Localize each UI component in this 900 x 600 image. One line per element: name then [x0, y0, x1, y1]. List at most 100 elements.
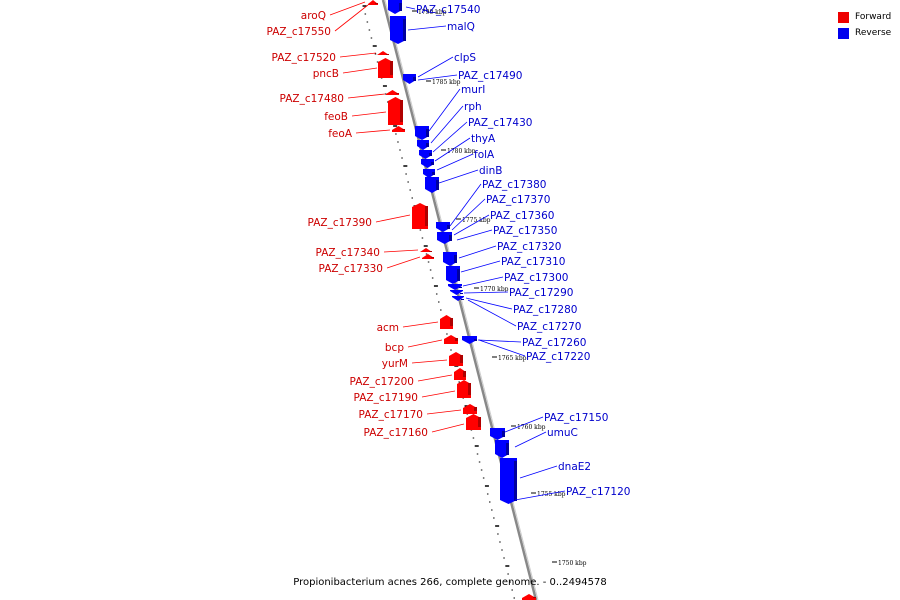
reverse-gene-label: PAZ_c17280: [513, 304, 577, 316]
forward-leader-line: [339, 52, 377, 58]
reverse-leader-line: [417, 74, 458, 81]
forward-gene-block: [386, 90, 399, 95]
reverse-gene-block: [495, 440, 509, 458]
forward-gene-block: [420, 248, 432, 252]
reverse-gene-block: [436, 222, 450, 232]
forward-gene-label: PAZ_c17170: [359, 409, 423, 421]
reverse-leader-line: [428, 88, 461, 132]
reverse-gene-label: PAZ_c17220: [526, 351, 590, 363]
reverse-gene-label: PAZ_c17320: [497, 241, 561, 253]
reverse-leader-line: [478, 339, 526, 357]
reverse-leader-line: [432, 121, 468, 153]
reverse-leader-line: [460, 260, 501, 273]
forward-leader-line: [411, 359, 448, 364]
reverse-leader-line: [504, 416, 544, 433]
reverse-gene-block: [419, 150, 432, 159]
forward-leader-line: [426, 409, 462, 415]
forward-gene-label: acm: [377, 322, 399, 334]
reverse-gene-label: PAZ_c17380: [482, 179, 546, 191]
forward-gene-label: PAZ_c17390: [308, 217, 372, 229]
reverse-swatch: [838, 27, 849, 39]
forward-leader-line: [342, 67, 378, 74]
reverse-leader-line: [436, 153, 474, 171]
reverse-gene-label: folA: [474, 149, 495, 161]
reverse-leader-line: [514, 490, 566, 501]
legend-label-forward: Forward: [855, 12, 892, 22]
forward-leader-line: [351, 111, 387, 117]
scale-label: 1755 kbp: [537, 491, 566, 498]
reverse-gene-block: [403, 74, 416, 84]
forward-gene-label: bcp: [385, 342, 404, 354]
reverse-gene-label: PAZ_c17150: [544, 412, 608, 424]
reverse-gene-block: [421, 159, 434, 168]
reverse-gene-block: [452, 296, 464, 301]
forward-gene-block: [388, 97, 403, 125]
reverse-gene-block: [417, 140, 429, 150]
forward-gene-label: PAZ_c17190: [354, 392, 418, 404]
scale-label: 1790 kbp: [418, 9, 447, 16]
reverse-gene-block: [490, 428, 505, 440]
scale-label: 1780 kbp: [447, 148, 476, 155]
reverse-gene-label: PAZ_c17360: [490, 210, 554, 222]
reverse-gene-label: PAZ_c17120: [566, 486, 630, 498]
reverse-leader-line: [434, 137, 471, 162]
reverse-leader-line: [438, 169, 479, 184]
forward-gene-block: [378, 58, 393, 78]
forward-gene-label: yurM: [382, 358, 408, 370]
reverse-leader-line: [449, 183, 482, 227]
reverse-gene-block: [437, 232, 452, 244]
reverse-gene-block: [443, 252, 457, 266]
reverse-gene-block: [446, 266, 460, 284]
forward-swatch: [838, 11, 849, 23]
forward-leader-line: [421, 390, 456, 398]
reverse-leader-line: [430, 105, 464, 144]
legend: Forward Reverse: [838, 9, 891, 41]
reverse-gene-label: PAZ_c17260: [522, 337, 586, 349]
reverse-gene-label: PAZ_c17490: [458, 70, 522, 82]
scale-label: 1750 kbp: [558, 560, 587, 567]
reverse-gene-label: thyA: [471, 133, 496, 145]
reverse-leader-line: [456, 229, 493, 241]
reverse-leader-line: [407, 25, 447, 31]
reverse-leader-line: [458, 245, 497, 259]
scale-label: 1765 kbp: [498, 355, 527, 362]
forward-gene-label: PAZ_c17550: [267, 26, 331, 38]
forward-gene-block: [440, 315, 453, 329]
reverse-leader-line: [514, 431, 547, 448]
forward-leader-line: [383, 249, 419, 253]
forward-gene-block: [449, 352, 463, 366]
forward-gene-label: PAZ_c17200: [350, 376, 414, 388]
forward-leader-line: [386, 256, 421, 269]
reverse-gene-label: PAZ_c17290: [509, 287, 573, 299]
reverse-gene-block: [448, 284, 462, 290]
reverse-gene-block: [415, 126, 429, 140]
forward-leader-line: [402, 321, 439, 328]
forward-gene-label: PAZ_c17480: [280, 93, 344, 105]
reverse-gene-label: PAZ_c17350: [493, 225, 557, 237]
forward-leader-line: [347, 93, 386, 99]
reverse-gene-block: [462, 336, 477, 344]
forward-leader-line: [329, 1, 366, 16]
forward-gene-block: [377, 51, 389, 55]
genome-caption: Propionibacterium acnes 266, complete ge…: [293, 577, 607, 588]
forward-gene-label: PAZ_c17160: [364, 427, 428, 439]
reverse-leader-line: [417, 56, 454, 78]
reverse-leader-line: [451, 198, 486, 231]
forward-gene-label: PAZ_c17520: [272, 52, 336, 64]
reverse-gene-block: [450, 290, 463, 295]
reverse-gene-block: [423, 169, 435, 178]
reverse-leader-line: [519, 465, 558, 479]
forward-gene-label: feoA: [328, 128, 353, 140]
forward-gene-block: [368, 0, 378, 5]
forward-leader-line: [417, 374, 453, 382]
reverse-gene-label: dinB: [479, 165, 502, 177]
forward-leader-line: [355, 129, 391, 134]
forward-gene-label: pncB: [313, 68, 339, 80]
forward-gene-label: PAZ_c17330: [319, 263, 383, 275]
forward-gene-block: [454, 368, 466, 380]
forward-gene-block: [412, 203, 428, 229]
scale-label: 1775 kbp: [462, 217, 491, 224]
reverse-gene-label: rph: [464, 101, 482, 113]
forward-leader-line: [334, 4, 369, 32]
legend-item-reverse: Reverse: [838, 25, 891, 41]
